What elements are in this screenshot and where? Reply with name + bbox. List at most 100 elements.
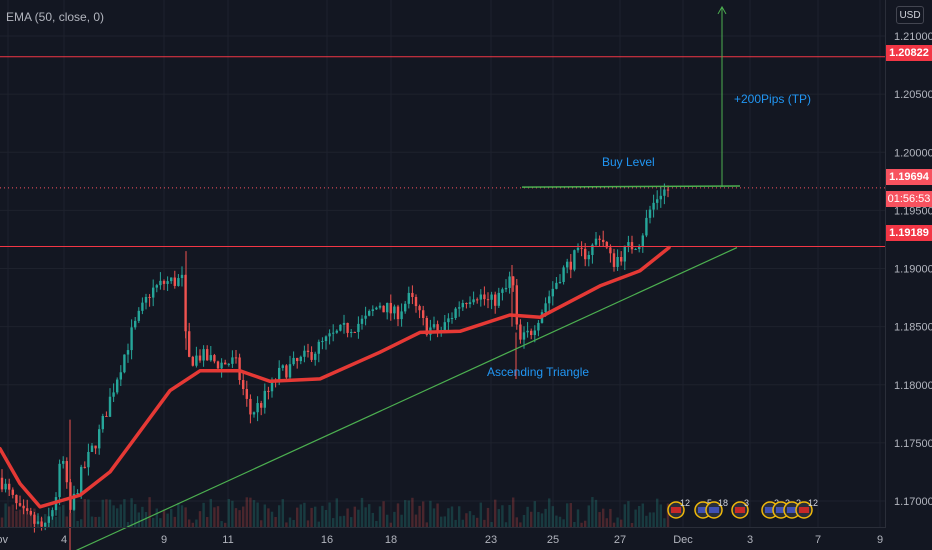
- pattern-annotation[interactable]: Ascending Triangle: [487, 365, 590, 379]
- candle-body[interactable]: [267, 390, 270, 392]
- candle-body[interactable]: [522, 332, 526, 340]
- event-markers[interactable]: 12518323212: [667, 498, 818, 519]
- candle-body[interactable]: [105, 415, 108, 417]
- candle-body[interactable]: [152, 287, 155, 298]
- candle-body[interactable]: [166, 281, 169, 284]
- candle-body[interactable]: [98, 429, 101, 449]
- candle-body[interactable]: [454, 308, 457, 318]
- time-tick-label[interactable]: ov: [0, 534, 8, 546]
- candle-body[interactable]: [18, 503, 22, 506]
- candle-body[interactable]: [504, 287, 508, 290]
- candle-body[interactable]: [494, 294, 497, 306]
- candle-body[interactable]: [544, 303, 547, 313]
- candle-body[interactable]: [630, 242, 634, 250]
- time-tick-label[interactable]: 3: [747, 534, 753, 546]
- candle-body[interactable]: [292, 357, 295, 365]
- drawings[interactable]: [0, 5, 886, 550]
- ascending-trendline[interactable]: [70, 247, 738, 550]
- candle-body[interactable]: [22, 505, 25, 509]
- candle-body[interactable]: [90, 445, 94, 452]
- candle-body[interactable]: [44, 522, 47, 527]
- indicator-label[interactable]: EMA (50, close, 0): [6, 10, 105, 24]
- candle-body[interactable]: [177, 278, 180, 286]
- candle-body[interactable]: [288, 364, 292, 378]
- candle-body[interactable]: [375, 307, 378, 310]
- candle-body[interactable]: [479, 294, 482, 300]
- candle-body[interactable]: [357, 323, 360, 333]
- time-tick-label[interactable]: 16: [321, 534, 333, 546]
- candle-body[interactable]: [465, 303, 468, 305]
- currency-button[interactable]: USD: [896, 6, 924, 24]
- target-annotation[interactable]: +200Pips (TP): [734, 92, 812, 106]
- candle-body[interactable]: [216, 361, 220, 369]
- candle-body[interactable]: [533, 330, 536, 336]
- candle-body[interactable]: [591, 244, 594, 255]
- candle-body[interactable]: [231, 357, 234, 364]
- candle-body[interactable]: [260, 403, 263, 408]
- candle-body[interactable]: [414, 297, 418, 307]
- candle-body[interactable]: [65, 461, 68, 483]
- candle-body[interactable]: [112, 392, 115, 397]
- candle-body[interactable]: [72, 493, 76, 510]
- candle-body[interactable]: [252, 412, 256, 415]
- candle-body[interactable]: [634, 248, 637, 250]
- candle-body[interactable]: [220, 362, 223, 369]
- candle-body[interactable]: [515, 285, 518, 325]
- candle-body[interactable]: [281, 365, 284, 368]
- candle-body[interactable]: [573, 250, 576, 270]
- candle-body[interactable]: [87, 451, 90, 468]
- candle-body[interactable]: [483, 294, 486, 300]
- candle-body[interactable]: [141, 302, 144, 311]
- candle-body[interactable]: [62, 461, 65, 464]
- candle-body[interactable]: [224, 362, 227, 365]
- candle-body[interactable]: [350, 331, 353, 333]
- candle-body[interactable]: [198, 355, 202, 361]
- time-tick-label[interactable]: Dec: [673, 534, 693, 546]
- candle-body[interactable]: [256, 403, 259, 413]
- candle-body[interactable]: [11, 489, 14, 495]
- candle-body[interactable]: [144, 296, 148, 303]
- candle-body[interactable]: [443, 322, 446, 331]
- candle-body[interactable]: [382, 305, 385, 313]
- candle-body[interactable]: [58, 463, 61, 498]
- candle-body[interactable]: [555, 282, 558, 289]
- buy-level-line[interactable]: [521, 185, 741, 188]
- candle-body[interactable]: [605, 241, 608, 248]
- candle-body[interactable]: [310, 352, 313, 360]
- candle-body[interactable]: [368, 311, 371, 316]
- candle-body[interactable]: [623, 245, 626, 262]
- candle-body[interactable]: [461, 303, 464, 308]
- candle-body[interactable]: [126, 350, 130, 355]
- candle-body[interactable]: [195, 355, 198, 366]
- candle-body[interactable]: [400, 311, 403, 320]
- candle-body[interactable]: [501, 289, 504, 293]
- candle-body[interactable]: [80, 466, 83, 493]
- candle-body[interactable]: [180, 274, 184, 279]
- candle-body[interactable]: [612, 253, 616, 267]
- candle-body[interactable]: [645, 217, 648, 236]
- candle-body[interactable]: [206, 349, 209, 361]
- candle-body[interactable]: [130, 327, 133, 351]
- candle-body[interactable]: [209, 355, 212, 361]
- candle-body[interactable]: [393, 306, 396, 314]
- candle-body[interactable]: [656, 199, 659, 203]
- candle-body[interactable]: [134, 320, 137, 328]
- time-tick-label[interactable]: 9: [161, 534, 167, 546]
- candle-body[interactable]: [468, 302, 472, 305]
- candle-body[interactable]: [314, 353, 317, 360]
- candle-body[interactable]: [238, 357, 241, 381]
- candle-body[interactable]: [490, 294, 493, 300]
- candle-body[interactable]: [551, 288, 554, 297]
- candle-body[interactable]: [486, 299, 490, 301]
- candle-body[interactable]: [285, 365, 288, 378]
- candle-body[interactable]: [242, 380, 245, 390]
- candle-body[interactable]: [15, 494, 18, 504]
- candle-body[interactable]: [652, 202, 655, 210]
- candle-body[interactable]: [123, 354, 126, 373]
- candle-body[interactable]: [335, 330, 338, 333]
- candle-body[interactable]: [364, 315, 367, 319]
- time-tick-label[interactable]: 23: [485, 534, 497, 546]
- candle-body[interactable]: [476, 299, 479, 301]
- candle-body[interactable]: [202, 349, 205, 361]
- candle-body[interactable]: [558, 281, 562, 283]
